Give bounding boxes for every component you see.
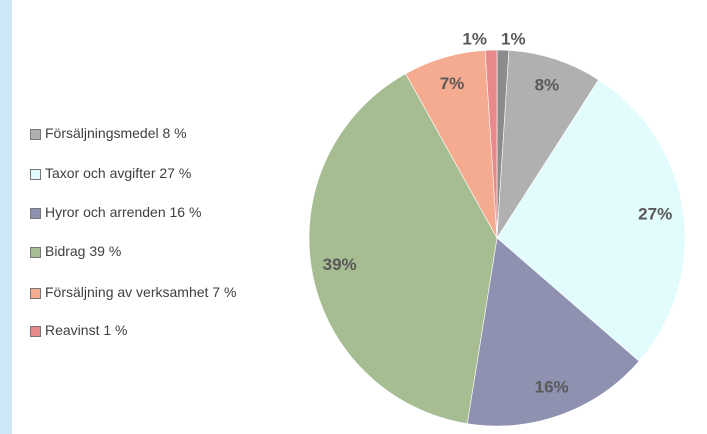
legend-label: Försäljningsmedel 8 % xyxy=(45,125,187,141)
legend-label: Taxor och avgifter 27 % xyxy=(45,165,192,181)
legend-label: Bidrag 39 % xyxy=(45,243,122,259)
pie-slice xyxy=(484,49,498,239)
legend-swatch xyxy=(30,288,41,299)
legend-item: Försäljningsmedel 8 % xyxy=(30,124,245,143)
data-label: 1% xyxy=(501,30,526,49)
legend-item: Försäljning av verksamhet 7 % xyxy=(30,283,245,302)
pie-slice xyxy=(308,73,498,424)
legend-swatch xyxy=(30,208,41,219)
side-strip xyxy=(0,0,12,434)
legend-swatch xyxy=(30,169,41,180)
legend-swatch xyxy=(30,247,41,258)
legend-label: Hyror och arrenden 16 % xyxy=(45,204,202,220)
legend-item: Reavinst 1 % xyxy=(30,321,245,340)
legend-label: Reavinst 1 % xyxy=(45,322,128,338)
legend-swatch xyxy=(30,129,41,140)
data-label: 16% xyxy=(535,378,569,397)
pie-slice xyxy=(466,237,640,427)
legend-item: Hyror och arrenden 16 % xyxy=(30,203,245,222)
legend-label: Försäljning av verksamhet 7 % xyxy=(45,284,237,300)
data-label: 39% xyxy=(323,255,357,274)
pie-slice xyxy=(496,79,686,362)
legend-swatch xyxy=(30,326,41,337)
legend: Försäljningsmedel 8 % Taxor och avgifter … xyxy=(30,0,260,434)
data-label: 27% xyxy=(638,205,672,224)
data-label: 1% xyxy=(462,30,487,49)
legend-item: Taxor och avgifter 27 % xyxy=(30,164,245,183)
data-label: 8% xyxy=(535,76,560,95)
pie-slice xyxy=(496,50,600,240)
data-label: 7% xyxy=(440,74,465,93)
legend-item: Bidrag 39 % xyxy=(30,242,245,261)
